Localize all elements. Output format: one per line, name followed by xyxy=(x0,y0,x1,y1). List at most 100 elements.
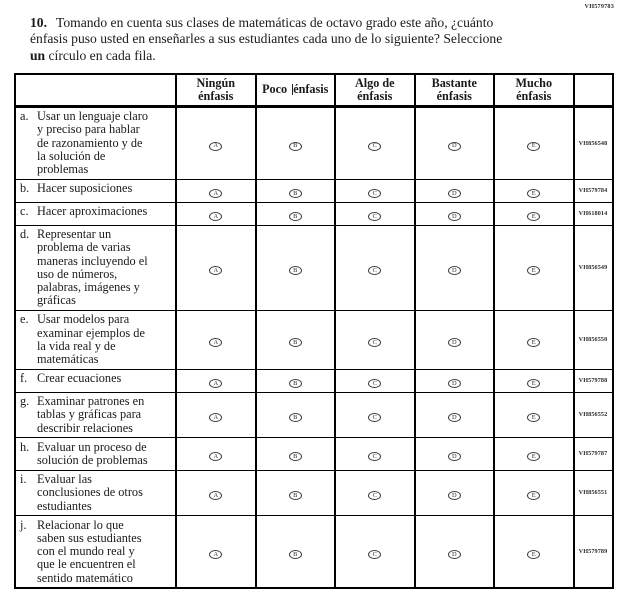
answer-bubble-a[interactable]: A xyxy=(209,189,223,199)
answer-bubble-c[interactable]: C xyxy=(368,338,382,348)
option-cell: C xyxy=(334,224,415,311)
table-row: d. Representar un problema de varias mane… xyxy=(14,224,613,311)
option-cell: C xyxy=(334,368,415,393)
answer-bubble-e[interactable]: E xyxy=(527,379,541,389)
answer-bubble-e[interactable]: E xyxy=(527,452,541,462)
option-cell: B xyxy=(254,469,336,517)
option-cell: E xyxy=(493,224,574,311)
answer-bubble-c[interactable]: C xyxy=(368,141,382,151)
column-header-line1: Bastante xyxy=(431,76,477,90)
answer-bubble-d[interactable]: D xyxy=(447,491,461,501)
answer-bubble-d[interactable]: D xyxy=(447,266,461,276)
option-cell: D xyxy=(413,469,495,517)
answer-bubble-b[interactable]: B xyxy=(288,212,302,222)
question-text-tail: círculo en cada fila. xyxy=(45,47,156,63)
answer-bubble-d[interactable]: D xyxy=(447,550,461,560)
answer-bubble-a[interactable]: A xyxy=(209,212,223,222)
row-accession-code: VH579789 xyxy=(572,515,613,589)
option-cell: D xyxy=(413,437,495,471)
item-letter: g. xyxy=(20,394,30,409)
answer-bubble-b[interactable]: B xyxy=(288,452,302,462)
answer-bubble-c[interactable]: C xyxy=(368,491,382,501)
emphasis-matrix-table: Ningún énfasis Poco énfasis Algo de énfasis B… xyxy=(14,73,614,590)
answer-bubble-e[interactable]: E xyxy=(527,338,541,348)
option-cell: B xyxy=(254,391,336,439)
answer-bubble-c[interactable]: C xyxy=(368,379,382,389)
answer-bubble-b[interactable]: B xyxy=(288,491,302,501)
column-header-bastante: Bastante énfasis xyxy=(413,73,495,108)
answer-bubble-b[interactable]: B xyxy=(288,189,302,199)
question-bold-word: un xyxy=(30,47,46,63)
option-cell: A xyxy=(175,469,256,517)
option-cell: C xyxy=(334,178,415,203)
option-cell: D xyxy=(413,391,495,439)
answer-bubble-b[interactable]: B xyxy=(288,266,302,276)
item-text: Usar modelos para examinar ejemplos de l… xyxy=(37,312,145,366)
answer-bubble-b[interactable]: B xyxy=(288,550,302,560)
option-cell: D xyxy=(413,201,495,226)
answer-bubble-d[interactable]: D xyxy=(447,379,461,389)
option-cell: E xyxy=(493,469,574,517)
answer-bubble-e[interactable]: E xyxy=(527,141,541,151)
item-text: Relacionar lo que saben sus estudiantes … xyxy=(37,517,142,585)
answer-bubble-d[interactable]: D xyxy=(447,413,461,423)
answer-bubble-c[interactable]: C xyxy=(368,212,382,222)
column-header-line2: énfasis xyxy=(357,88,393,103)
answer-bubble-d[interactable]: D xyxy=(447,338,461,348)
answer-bubble-c[interactable]: C xyxy=(368,266,382,276)
option-cell: A xyxy=(175,437,256,471)
item-text: Crear ecuaciones xyxy=(37,371,122,386)
option-cell: A xyxy=(175,201,256,226)
answer-bubble-e[interactable]: E xyxy=(527,550,541,560)
answer-bubble-a[interactable]: A xyxy=(209,379,223,389)
table-row: b. Hacer suposiciones A B C D E VH579784 xyxy=(14,178,613,203)
column-header-line2: énfasis xyxy=(436,88,472,103)
answer-bubble-a[interactable]: A xyxy=(209,413,223,423)
answer-bubble-c[interactable]: C xyxy=(368,413,382,423)
answer-bubble-a[interactable]: A xyxy=(209,141,223,151)
row-accession-code: VH618014 xyxy=(572,201,613,226)
item-cell: c. Hacer aproximaciones xyxy=(14,201,177,226)
option-cell: C xyxy=(334,105,415,180)
answer-bubble-d[interactable]: D xyxy=(447,452,461,462)
answer-bubble-b[interactable]: B xyxy=(288,379,302,389)
table-row: a. Usar un lenguaje claro y preciso para … xyxy=(14,105,613,180)
answer-bubble-e[interactable]: E xyxy=(527,212,541,222)
answer-bubble-b[interactable]: B xyxy=(288,413,302,423)
column-header-poco: Poco énfasis xyxy=(254,73,336,108)
answer-bubble-c[interactable]: C xyxy=(368,452,382,462)
answer-bubble-a[interactable]: A xyxy=(209,266,223,276)
item-cell: b. Hacer suposiciones xyxy=(14,178,177,203)
answer-bubble-c[interactable]: C xyxy=(368,189,382,199)
row-accession-code: VH579787 xyxy=(572,437,613,471)
option-cell: D xyxy=(413,105,495,180)
item-column-header xyxy=(14,73,177,108)
answer-bubble-e[interactable]: E xyxy=(527,413,541,423)
answer-bubble-a[interactable]: A xyxy=(209,491,223,501)
column-header-line2: énfasis xyxy=(293,82,329,97)
answer-bubble-e[interactable]: E xyxy=(527,266,541,276)
answer-bubble-b[interactable]: B xyxy=(288,141,302,151)
item-cell: j. Relacionar lo que saben sus estudiante… xyxy=(14,515,177,589)
text-caret-icon xyxy=(291,84,293,96)
answer-bubble-a[interactable]: A xyxy=(209,550,223,560)
option-cell: E xyxy=(493,105,574,180)
answer-bubble-e[interactable]: E xyxy=(527,189,541,199)
table-row: h. Evaluar un proceso de solución de prob… xyxy=(14,437,613,471)
answer-bubble-b[interactable]: B xyxy=(288,338,302,348)
table-row: g. Examinar patrones en tablas y gráficas… xyxy=(14,391,613,439)
answer-bubble-e[interactable]: E xyxy=(527,491,541,501)
column-header-algo-de: Algo de énfasis xyxy=(334,73,415,108)
answer-bubble-d[interactable]: D xyxy=(447,141,461,151)
table-row: c. Hacer aproximaciones A B C D E VH618014 xyxy=(14,201,613,226)
item-cell: d. Representar un problema de varias mane… xyxy=(14,224,177,311)
answer-bubble-d[interactable]: D xyxy=(447,212,461,222)
answer-bubble-a[interactable]: A xyxy=(209,338,223,348)
option-cell: D xyxy=(413,515,495,589)
answer-bubble-d[interactable]: D xyxy=(447,189,461,199)
row-accession-code: VH856552 xyxy=(572,391,613,439)
answer-bubble-c[interactable]: C xyxy=(368,550,382,560)
item-cell: e. Usar modelos para examinar ejemplos de… xyxy=(14,309,177,370)
question-text: Tomando en cuenta sus clases de matemáti… xyxy=(30,15,503,47)
answer-bubble-a[interactable]: A xyxy=(209,452,223,462)
